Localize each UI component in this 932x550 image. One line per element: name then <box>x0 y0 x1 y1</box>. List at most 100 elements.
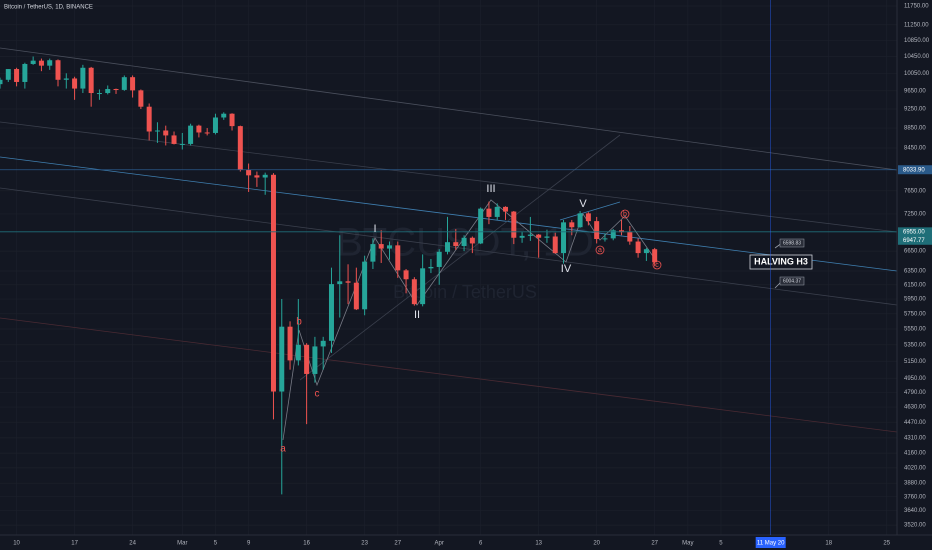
x-tick-label: 10 <box>13 541 20 547</box>
price-label-box <box>898 165 932 175</box>
wave-label: IV <box>561 263 572 275</box>
abc-label: b <box>296 317 302 328</box>
candle-body <box>14 69 20 82</box>
crosshair-label: 11 May 20 <box>757 541 785 547</box>
candle-body <box>536 234 542 238</box>
candle-body <box>420 268 426 305</box>
wave-label: V <box>579 198 587 210</box>
candle-body <box>63 78 69 80</box>
y-tick-label: 4790.00 <box>904 390 926 396</box>
y-tick-label: 5950.00 <box>904 297 926 303</box>
circled-label: c <box>655 262 659 269</box>
candle-body <box>511 211 517 238</box>
candle-body <box>469 237 475 244</box>
candle-body <box>22 63 28 82</box>
candle-body <box>212 117 218 133</box>
candle-body <box>312 346 318 374</box>
candle-body <box>121 77 127 90</box>
price-label: 6955.00 <box>903 229 925 235</box>
y-tick-label: 3640.00 <box>904 508 926 514</box>
candle-body <box>138 90 144 107</box>
candle-body <box>246 169 252 176</box>
candle-body <box>80 67 86 89</box>
candle-body <box>519 235 525 238</box>
y-tick-label: 3520.00 <box>904 523 926 529</box>
wave-label: II <box>414 309 420 321</box>
candle-body <box>229 113 235 127</box>
circle <box>652 260 662 270</box>
candle-body <box>503 206 509 212</box>
candle-body <box>254 175 260 178</box>
x-tick-label: 5 <box>214 541 218 547</box>
callout-box <box>779 276 805 286</box>
candle-body <box>72 78 78 89</box>
watermark: Bitcoin / TetherUS <box>393 282 537 302</box>
candle-body <box>395 245 401 271</box>
trendline <box>0 156 898 272</box>
candle-body <box>304 344 310 374</box>
candle-body <box>585 213 591 222</box>
circle <box>595 245 605 255</box>
y-tick-label: 10850.00 <box>904 38 930 44</box>
candle-body <box>436 251 442 267</box>
candle-body <box>428 266 434 269</box>
price-label: 8033.90 <box>903 167 925 173</box>
x-tick-label: Apr <box>435 541 444 547</box>
wave-label: III <box>486 183 495 195</box>
y-tick-label: 6350.00 <box>904 269 926 275</box>
candle-body <box>453 242 459 246</box>
candle-body <box>445 242 450 252</box>
candle-body <box>270 174 276 392</box>
x-tick-label: May <box>682 541 693 547</box>
y-tick-label: 10050.00 <box>904 71 930 77</box>
candle-body <box>594 221 600 240</box>
trendline <box>0 47 898 171</box>
candle-body <box>221 113 227 118</box>
circle <box>620 209 630 219</box>
y-tick-label: 5550.00 <box>904 327 926 333</box>
y-tick-label: 4310.00 <box>904 435 926 441</box>
candle-body <box>544 236 550 238</box>
candle-body <box>47 60 53 66</box>
y-tick-label: 5750.00 <box>904 311 926 317</box>
candle-body <box>486 208 492 217</box>
candle-body <box>295 344 301 361</box>
candle-body <box>163 130 169 136</box>
y-tick-label: 5150.00 <box>904 359 926 365</box>
circled-label: b <box>623 211 627 218</box>
candle-body <box>643 249 649 254</box>
price-label-box <box>898 227 932 237</box>
price-label: 6947.77 <box>903 238 925 244</box>
candle-body <box>146 106 152 132</box>
candles <box>0 56 658 495</box>
candle-body <box>0 79 3 85</box>
chart-title: Bitcoin / TetherUS, 1D, BINANCE <box>4 5 93 11</box>
candle-body <box>619 230 625 233</box>
candle-body <box>403 270 409 280</box>
candle-body <box>5 69 11 80</box>
candle-body <box>237 126 243 170</box>
x-tick-label: 24 <box>129 541 136 547</box>
candle-body <box>461 237 467 246</box>
candle-body <box>188 125 194 144</box>
circled-label: a <box>598 247 602 254</box>
candle-body <box>154 130 160 132</box>
candle-body <box>411 279 417 305</box>
price-lines: 8033.90 6955.00 6947.77 <box>0 165 932 245</box>
candle-body <box>287 326 293 361</box>
candle-body <box>610 230 616 239</box>
candle-body <box>113 89 119 91</box>
abc-label: c <box>315 389 320 400</box>
candle-body <box>527 234 533 236</box>
x-tick-label: 13 <box>535 541 542 547</box>
candle-body <box>279 326 285 392</box>
candle-body <box>635 241 641 254</box>
grid <box>0 0 897 535</box>
y-tick-label: 8850.00 <box>904 126 926 132</box>
candle-body <box>30 60 36 64</box>
x-tick-label: 5 <box>719 541 723 547</box>
candle-body <box>602 238 608 240</box>
y-tick-label: 3760.00 <box>904 494 926 500</box>
trendline <box>299 134 621 381</box>
y-tick-label: 3880.00 <box>904 481 926 487</box>
